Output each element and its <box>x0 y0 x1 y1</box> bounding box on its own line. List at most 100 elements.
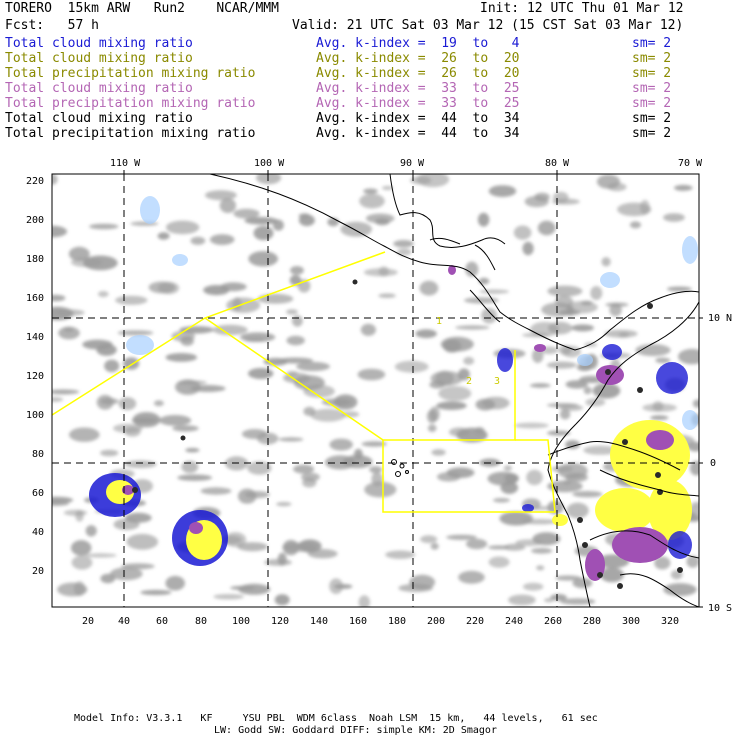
cloud-patch <box>420 535 438 544</box>
valid-time: Valid: 21 UTC Sat 03 Mar 12 (15 CST Sat … <box>292 18 684 33</box>
blue-cloud-blob <box>656 362 688 394</box>
cloud-patch <box>629 221 642 229</box>
cloud-patch <box>446 534 477 540</box>
cloud-patch <box>126 533 159 550</box>
legend-sm-3: sm= 2 <box>632 66 672 81</box>
cloud-patch <box>536 565 545 571</box>
purple-precip-blob <box>189 522 203 534</box>
cloud-patch <box>69 427 100 442</box>
cloud-patch <box>560 598 596 605</box>
cloud-patch <box>415 329 437 339</box>
legend-index-6: Avg. k-index = 44 to 34 <box>316 111 520 126</box>
cloud-patch <box>257 293 294 304</box>
cloud-patch <box>552 198 580 205</box>
blue-cloud-blob <box>497 348 513 372</box>
cloud-patch <box>580 300 593 306</box>
cloud-patch <box>165 353 198 362</box>
cloud-patch <box>565 440 580 450</box>
y-tick-60: 60 <box>32 488 45 499</box>
cloud-patch <box>71 540 92 556</box>
cloud-patch <box>278 437 304 442</box>
cloud-patch <box>357 368 386 381</box>
purple-precip-blob <box>534 344 546 352</box>
cloud-patch <box>477 212 490 227</box>
purple-precip-blob <box>612 527 668 563</box>
cloud-patch <box>256 174 282 185</box>
analysis-boxes <box>52 251 556 513</box>
cloud-patch <box>360 323 376 336</box>
cloud-patch <box>329 438 353 451</box>
cloud-patch <box>640 199 650 215</box>
cloud-patch <box>436 401 467 411</box>
cloud-patch <box>100 449 119 457</box>
cloud-patch <box>547 480 583 493</box>
cloud-patch <box>650 415 669 421</box>
cloud-patch <box>446 467 475 479</box>
cloud-patch <box>576 364 592 371</box>
cloud-patch <box>233 208 260 219</box>
cloud-patch <box>148 281 176 294</box>
cloud-patch <box>180 336 194 346</box>
legend-field-7: Total precipitation mixing ratio <box>5 126 256 141</box>
purple-precip-blob <box>646 430 674 450</box>
box-2-outline <box>204 317 516 441</box>
cloud-patch <box>289 275 302 286</box>
cloud-patch <box>583 386 592 395</box>
cloud-patch <box>503 465 513 471</box>
x-tick-20: 20 <box>82 616 95 627</box>
cloud-patch <box>53 309 85 316</box>
x-tick-120: 120 <box>271 616 290 627</box>
y-tick-160: 160 <box>26 293 45 304</box>
cloud-patch <box>329 578 343 594</box>
cloud-patch <box>89 223 119 230</box>
cloud-patch <box>369 466 383 474</box>
cloud-patch <box>140 589 172 596</box>
cloud-patch <box>190 385 226 392</box>
cloud-patch <box>409 574 436 590</box>
x-tick-260: 260 <box>544 616 563 627</box>
cloud-patch <box>117 330 154 336</box>
cloud-patch <box>131 418 158 423</box>
cloud-patch <box>564 472 588 482</box>
lat-label-0: 0 <box>710 458 717 469</box>
cloud-patch <box>205 190 237 201</box>
cloud-patch <box>674 184 693 191</box>
cloud-patch <box>52 501 70 506</box>
cloud-patch <box>430 542 439 550</box>
cloud-patch <box>248 368 274 379</box>
x-tick-300: 300 <box>622 616 641 627</box>
cloud-patch <box>237 488 257 504</box>
legend-field-2: Total cloud mixing ratio <box>5 51 193 66</box>
cloud-patch <box>237 542 268 552</box>
cloud-patch <box>286 335 305 346</box>
cloud-patch <box>293 464 315 474</box>
cloud-patch <box>689 460 699 476</box>
x-tick-100: 100 <box>232 616 251 627</box>
cloud-patch <box>82 339 113 350</box>
cloud-patch <box>605 302 629 307</box>
cloud-patch <box>514 422 549 429</box>
legend-index-4: Avg. k-index = 33 to 25 <box>316 81 520 96</box>
x-tick-80: 80 <box>195 616 208 627</box>
cloud-patch <box>686 555 699 568</box>
cloud-patch <box>691 501 699 508</box>
cloud-patch <box>642 403 677 412</box>
cloud-patch <box>666 286 692 292</box>
cloud-patch <box>185 448 200 453</box>
y-tick-40: 40 <box>32 527 45 538</box>
x-tick-240: 240 <box>505 616 524 627</box>
cloud-patch <box>71 555 93 570</box>
cloud-patch <box>488 185 517 198</box>
cloud-patch <box>75 510 84 522</box>
x-tick-200: 200 <box>427 616 446 627</box>
legend-sm-4: sm= 2 <box>632 81 672 96</box>
cloud-patch <box>96 394 114 410</box>
y-tick-120: 120 <box>26 371 45 382</box>
model-info-line: Model Info: V3.3.1 KF YSU PBL WDM 6class… <box>74 713 598 724</box>
tick-marks <box>123 170 703 608</box>
x-tick-60: 60 <box>156 616 169 627</box>
cloud-patch <box>219 198 237 214</box>
cloud-patch <box>296 361 330 372</box>
cloud-patch <box>52 225 68 238</box>
